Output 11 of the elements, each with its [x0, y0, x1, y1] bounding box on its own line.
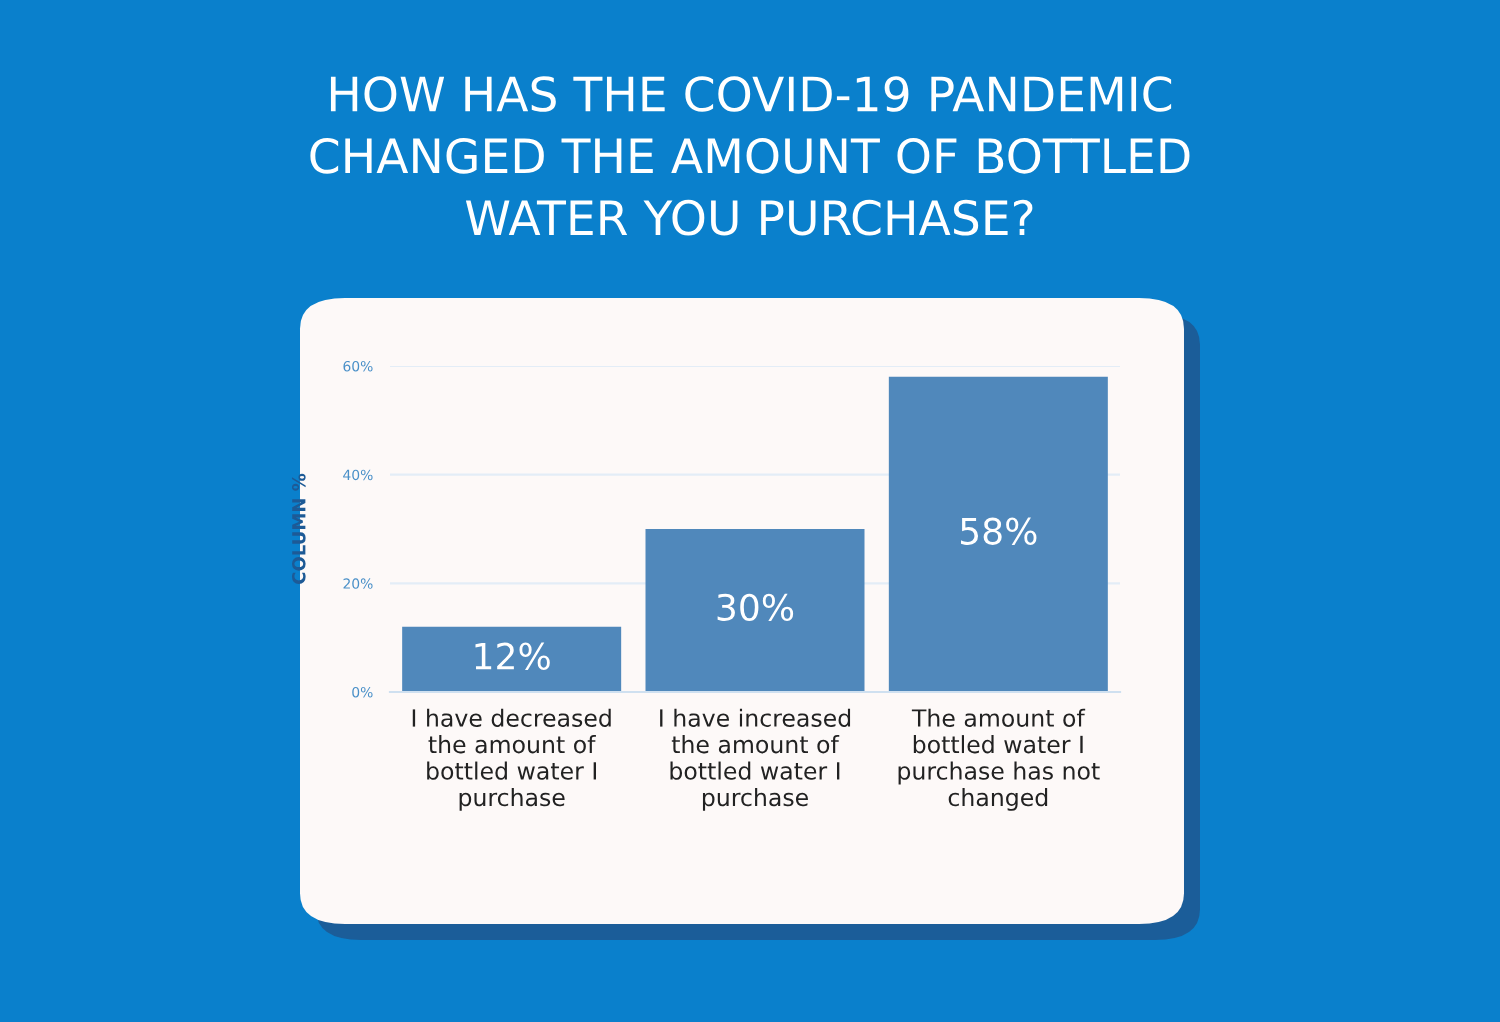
bar — [888, 376, 1108, 692]
bar — [645, 529, 865, 692]
bar — [402, 626, 622, 692]
x-tick-label: I have decreased the amount of bottled water I purchase — [412, 708, 611, 811]
x-tick-label: I have increased the amount of bottled water I purchase — [660, 708, 851, 811]
chart-title: HOW HAS THE COVID-19 PANDEMIC CHANGED THE AMOUNT OF BOTTLED WATER YOU PURCHASE? — [310, 76, 1190, 236]
data-label: 58% — [960, 517, 1037, 545]
data-label: 30% — [717, 593, 794, 621]
y-axis-title: COLUMN % — [291, 473, 306, 584]
x-tick-label: The amount of bottled water I purchase has not changed — [898, 708, 1100, 811]
data-label: 12% — [475, 642, 550, 670]
